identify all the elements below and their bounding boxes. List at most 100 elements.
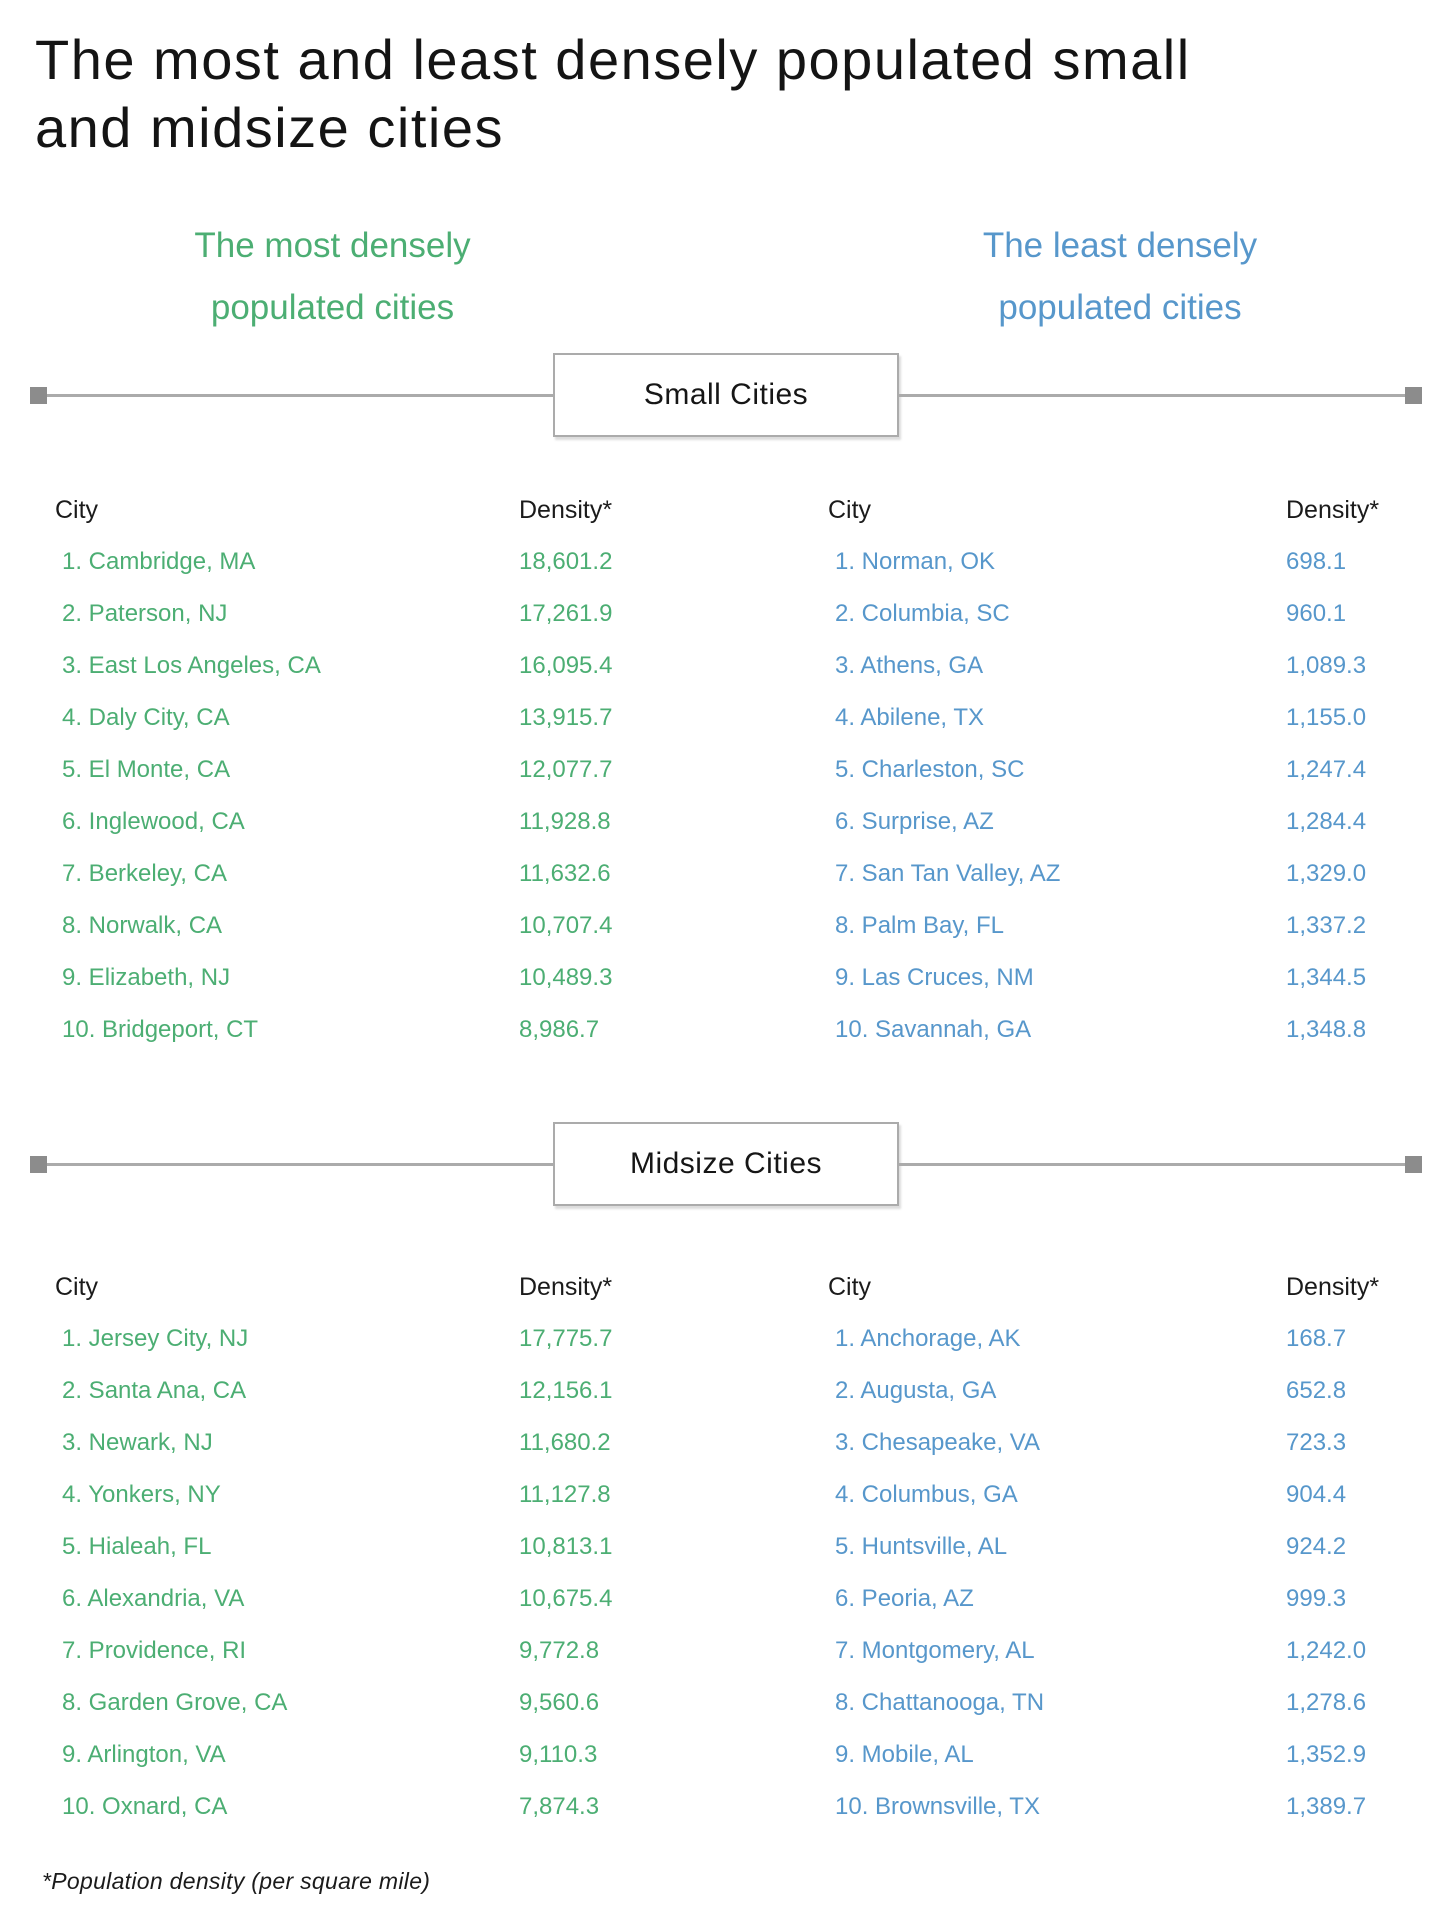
table-row: 9. Elizabeth, NJ 10,489.3	[47, 952, 723, 1004]
density-cell: 11,632.6	[519, 860, 611, 887]
density-cell: 1,337.2	[1286, 912, 1367, 939]
column-header-density: Density*	[519, 1273, 613, 1301]
city-cell: 8. Chattanooga, TN	[835, 1689, 1045, 1716]
table-row: 1. Cambridge, MA 18,601.2	[47, 536, 723, 588]
table-row: 3. Newark, NJ 11,680.2	[47, 1417, 723, 1469]
column-header-city: City	[55, 1273, 99, 1301]
city-cell: 6. Alexandria, VA	[62, 1585, 245, 1612]
table-row: 6. Inglewood, CA 11,928.8	[47, 796, 723, 848]
column-header-city: City	[828, 496, 872, 524]
city-cell: 8. Norwalk, CA	[62, 912, 223, 939]
density-cell: 11,680.2	[519, 1429, 611, 1456]
city-cell: 5. Huntsville, AL	[835, 1533, 1008, 1560]
density-cell: 1,284.4	[1286, 808, 1367, 835]
table-row: 8. Norwalk, CA 10,707.4	[47, 900, 723, 952]
table-row: 4. Yonkers, NY 11,127.8	[47, 1469, 723, 1521]
density-cell: 18,601.2	[519, 548, 613, 575]
density-cell: 1,389.7	[1286, 1793, 1367, 1820]
city-cell: 4. Abilene, TX	[835, 704, 984, 731]
table-row: 3. East Los Angeles, CA 16,095.4	[47, 640, 723, 692]
density-cell: 1,278.6	[1286, 1689, 1367, 1716]
density-cell: 999.3	[1286, 1585, 1347, 1612]
column-header-density: Density*	[1286, 1273, 1380, 1301]
density-cell: 10,675.4	[519, 1585, 613, 1612]
subtitle-least-line1: The least densely	[982, 226, 1258, 265]
table-row: 8. Palm Bay, FL 1,337.2	[820, 900, 1420, 952]
table-row: 9. Mobile, AL 1,352.9	[820, 1729, 1420, 1781]
density-cell: 168.7	[1286, 1325, 1347, 1352]
city-cell: 3. Newark, NJ	[62, 1429, 213, 1456]
divider-line-left	[47, 1162, 553, 1166]
table-header-row: City Density*	[820, 1261, 1420, 1313]
city-cell: 2. Columbia, SC	[835, 600, 1010, 627]
city-cell: 3. Chesapeake, VA	[835, 1429, 1041, 1456]
table-row: 5. Huntsville, AL 924.2	[820, 1521, 1420, 1573]
city-cell: 1. Anchorage, AK	[835, 1325, 1021, 1352]
density-cell: 17,261.9	[519, 600, 613, 627]
table-row: 8. Chattanooga, TN 1,278.6	[820, 1677, 1420, 1729]
table-row: 7. Montgomery, AL 1,242.0	[820, 1625, 1420, 1677]
density-cell: 9,772.8	[519, 1637, 600, 1664]
table-row: 4. Abilene, TX 1,155.0	[820, 692, 1420, 744]
table-row: 2. Paterson, NJ 17,261.9	[47, 588, 723, 640]
city-cell: 9. Arlington, VA	[62, 1741, 226, 1768]
city-cell: 10. Brownsville, TX	[835, 1793, 1040, 1820]
density-cell: 1,155.0	[1286, 704, 1367, 731]
city-cell: 3. East Los Angeles, CA	[62, 652, 321, 679]
subtitle-most-densely: The most densely populated cities	[95, 215, 570, 339]
city-cell: 1. Jersey City, NJ	[62, 1325, 249, 1352]
column-header-density: Density*	[1286, 496, 1380, 524]
city-cell: 10. Oxnard, CA	[62, 1793, 228, 1820]
density-cell: 1,352.9	[1286, 1741, 1367, 1768]
city-cell: 4. Yonkers, NY	[62, 1481, 221, 1508]
density-cell: 924.2	[1286, 1533, 1347, 1560]
density-cell: 1,329.0	[1286, 860, 1367, 887]
section-label-small-cities: Small Cities	[553, 353, 899, 437]
city-cell: 10. Bridgeport, CT	[62, 1016, 259, 1043]
city-cell: 10. Savannah, GA	[835, 1016, 1032, 1043]
density-cell: 16,095.4	[519, 652, 613, 679]
city-cell: 5. Hialeah, FL	[62, 1533, 212, 1560]
density-cell: 904.4	[1286, 1481, 1347, 1508]
city-cell: 1. Cambridge, MA	[62, 548, 256, 575]
divider-line-right	[899, 1162, 1405, 1166]
divider-end-square-left	[30, 386, 47, 404]
city-cell: 5. Charleston, SC	[835, 756, 1025, 783]
density-cell: 960.1	[1286, 600, 1347, 627]
city-cell: 4. Columbus, GA	[835, 1481, 1018, 1508]
table-row: 3. Athens, GA 1,089.3	[820, 640, 1420, 692]
table-row: 1. Anchorage, AK 168.7	[820, 1313, 1420, 1365]
table-row: 5. El Monte, CA 12,077.7	[47, 744, 723, 796]
table-small-cities-most-dense: City Density* 1. Cambridge, MA 18,601.2 2…	[47, 484, 723, 1056]
city-cell: 7. Berkeley, CA	[62, 860, 227, 887]
density-cell: 723.3	[1286, 1429, 1347, 1456]
density-cell: 12,156.1	[519, 1377, 613, 1404]
city-cell: 7. Providence, RI	[62, 1637, 247, 1664]
density-cell: 12,077.7	[519, 756, 613, 783]
subtitle-least-densely: The least densely populated cities	[885, 215, 1355, 339]
table-row: 2. Columbia, SC 960.1	[820, 588, 1420, 640]
table-row: 7. Berkeley, CA 11,632.6	[47, 848, 723, 900]
table-row: 8. Garden Grove, CA 9,560.6	[47, 1677, 723, 1729]
city-cell: 8. Garden Grove, CA	[62, 1689, 288, 1716]
density-cell: 1,242.0	[1286, 1637, 1367, 1664]
page-title-line2: and midsize cities	[35, 96, 504, 159]
table-row: 4. Columbus, GA 904.4	[820, 1469, 1420, 1521]
table-row: 6. Surprise, AZ 1,284.4	[820, 796, 1420, 848]
table-row: 4. Daly City, CA 13,915.7	[47, 692, 723, 744]
table-row: 9. Las Cruces, NM 1,344.5	[820, 952, 1420, 1004]
density-cell: 10,707.4	[519, 912, 613, 939]
column-header-city: City	[828, 1273, 872, 1301]
table-row: 3. Chesapeake, VA 723.3	[820, 1417, 1420, 1469]
density-cell: 7,874.3	[519, 1793, 600, 1820]
density-cell: 698.1	[1286, 548, 1347, 575]
density-cell: 11,928.8	[519, 808, 611, 835]
table-header-row: City Density*	[820, 484, 1420, 536]
density-cell: 9,560.6	[519, 1689, 600, 1716]
divider-end-square-left	[30, 1155, 47, 1173]
table-header-row: City Density*	[47, 484, 723, 536]
density-cell: 17,775.7	[519, 1325, 613, 1352]
table-header-row: City Density*	[47, 1261, 723, 1313]
city-cell: 6. Peoria, AZ	[835, 1585, 974, 1612]
